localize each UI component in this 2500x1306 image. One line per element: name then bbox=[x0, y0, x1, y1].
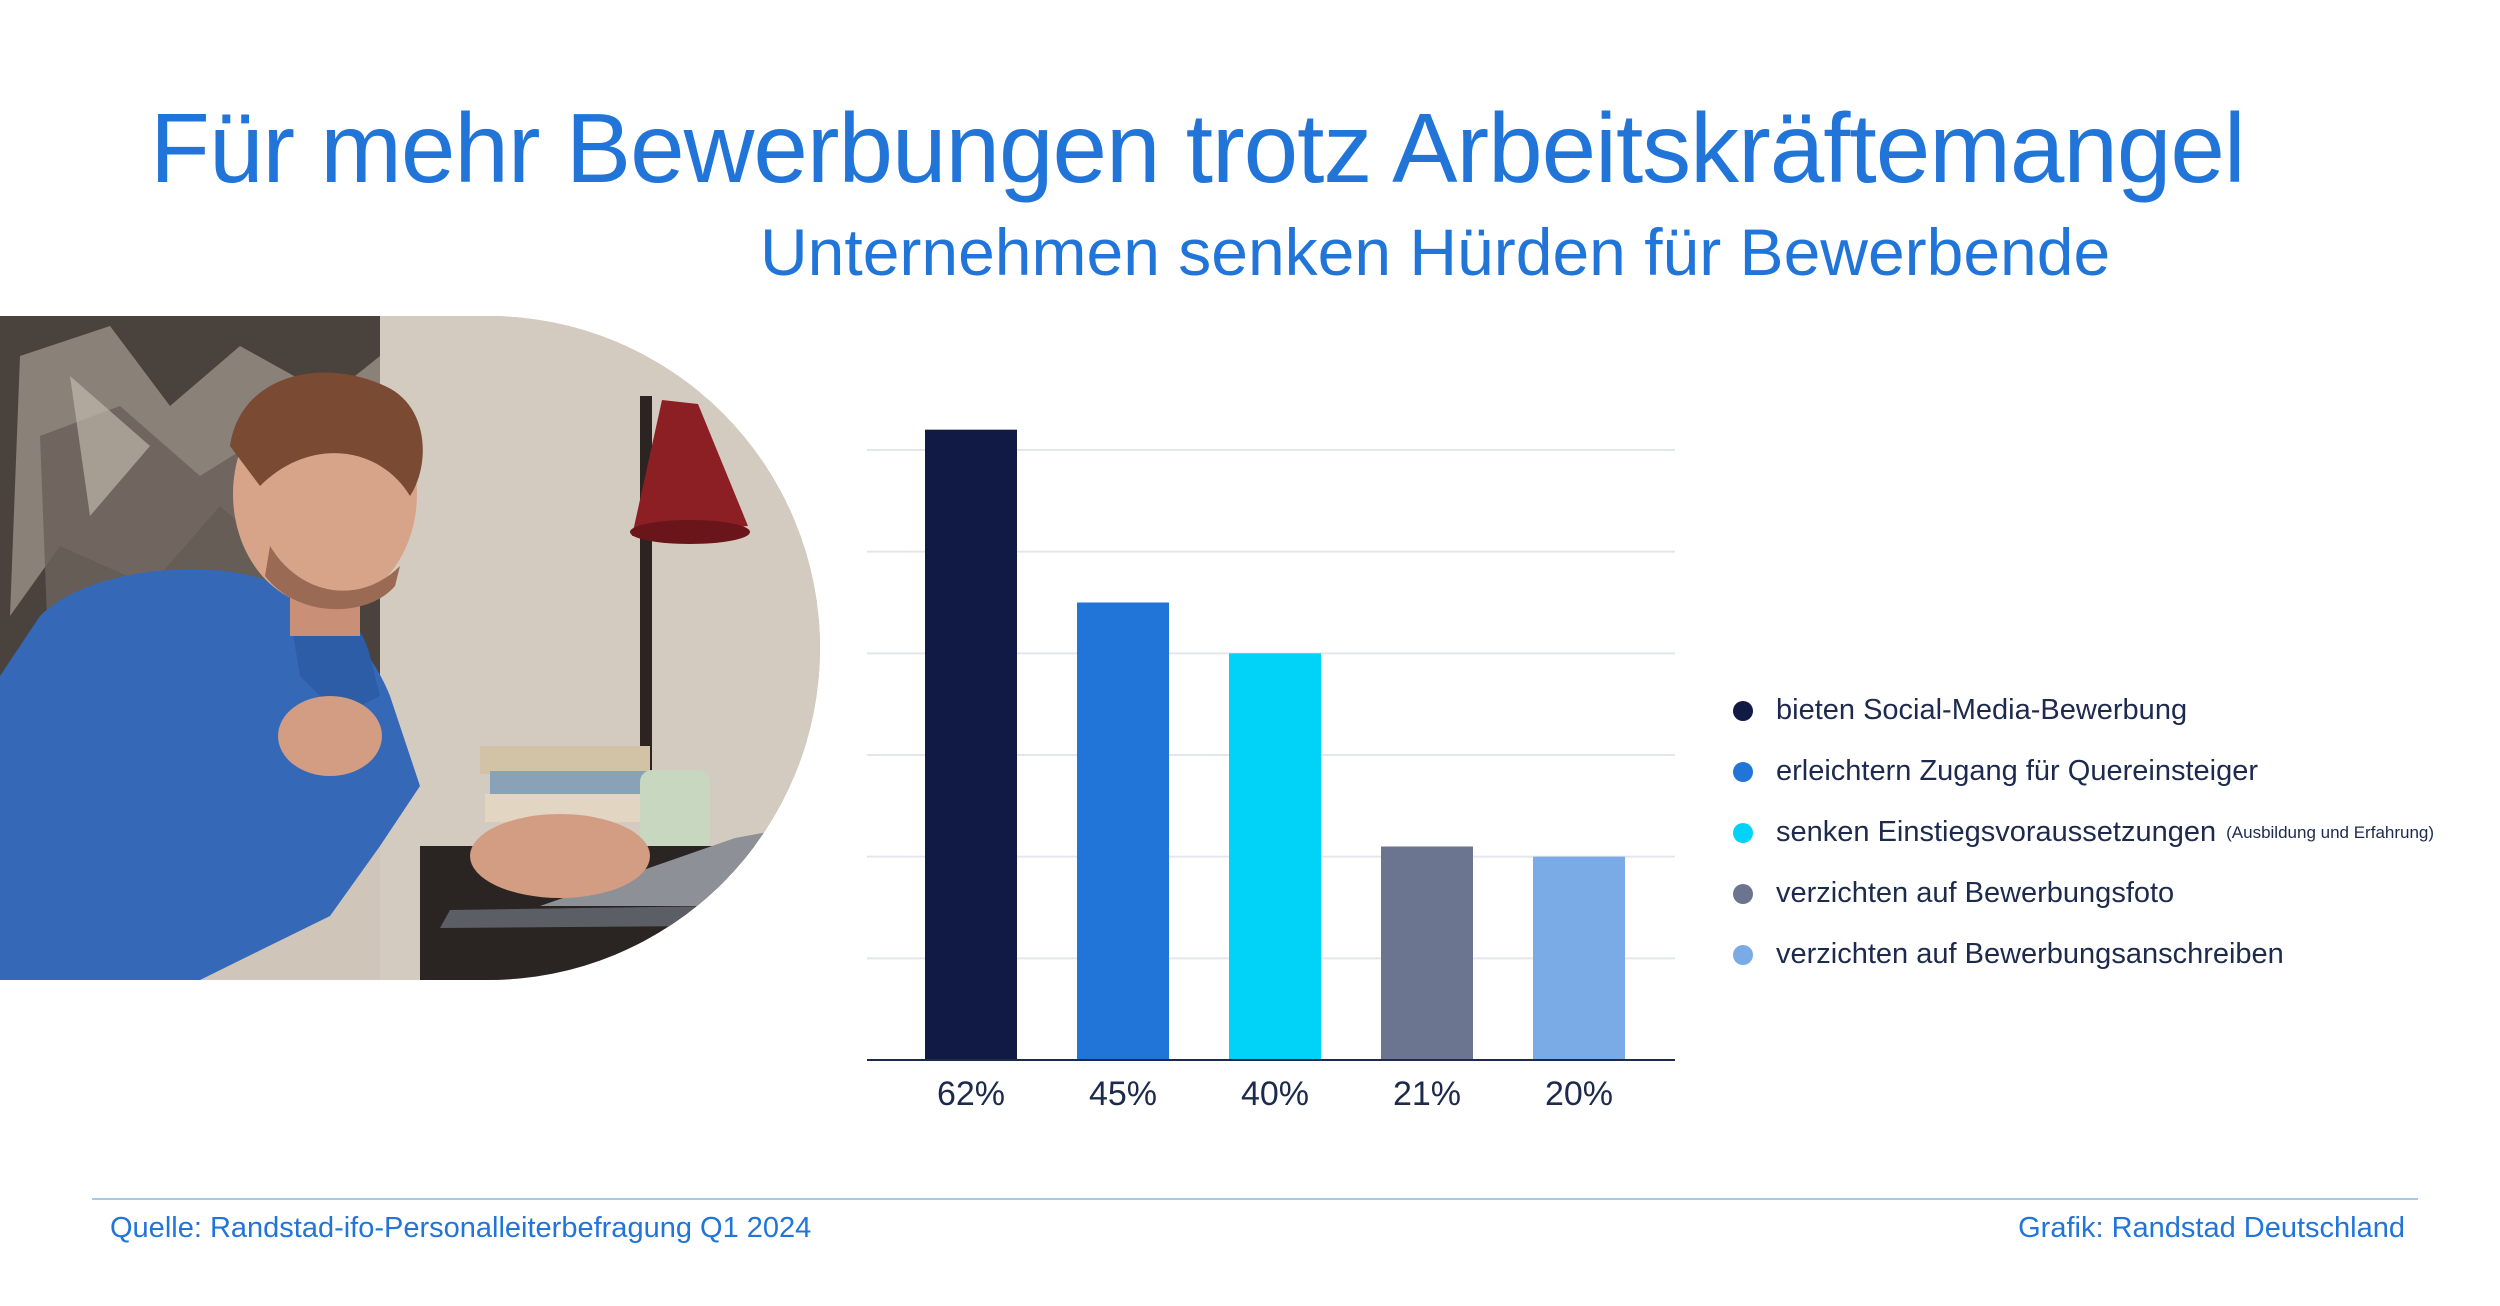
legend-note: (Ausbildung und Erfahrung) bbox=[2226, 822, 2435, 842]
legend-label: verzichten auf Bewerbungsanschreiben bbox=[1776, 938, 2284, 970]
bar bbox=[1533, 856, 1625, 1060]
bar bbox=[1229, 653, 1321, 1060]
chart-title: Für mehr Bewerbungen trotz Arbeitskräfte… bbox=[150, 93, 2246, 203]
legend-item: verzichten auf Bewerbungsanschreiben bbox=[1733, 924, 2434, 985]
legend-label: senken Einstiegsvoraussetzungen bbox=[1776, 816, 2217, 848]
bar-value-label: 20% bbox=[1545, 1075, 1613, 1113]
legend-item: bieten Social-Media-Bewerbung bbox=[1733, 680, 2434, 741]
legend: bieten Social-Media-Bewerbung erleichter… bbox=[1733, 680, 2434, 985]
bar-value-label: 21% bbox=[1393, 1075, 1461, 1113]
credit-note: Grafik: Randstad Deutschland bbox=[2018, 1212, 2405, 1244]
bar-chart: 62% 45% 40% 21% 20% bbox=[867, 429, 1675, 1113]
bars bbox=[925, 429, 1625, 1061]
legend-item: senken Einstiegsvoraussetzungen (Ausbild… bbox=[1733, 802, 2434, 863]
legend-label: bieten Social-Media-Bewerbung bbox=[1776, 694, 2188, 726]
legend-swatch bbox=[1733, 944, 1753, 965]
value-labels: 62% 45% 40% 21% 20% bbox=[937, 1075, 1613, 1113]
legend-label: erleichtern Zugang für Quereinsteiger bbox=[1776, 755, 2258, 787]
bar-value-label: 40% bbox=[1241, 1075, 1309, 1113]
legend-swatch bbox=[1733, 700, 1753, 721]
bar bbox=[925, 429, 1017, 1061]
chart-subtitle: Unternehmen senken Hürden für Bewerbende bbox=[760, 215, 2111, 289]
legend-item: erleichtern Zugang für Quereinsteiger bbox=[1733, 741, 2434, 802]
photo-man-at-laptop bbox=[0, 316, 820, 980]
legend-label: verzichten auf Bewerbungsfoto bbox=[1776, 877, 2175, 909]
bar-value-label: 45% bbox=[1089, 1075, 1157, 1113]
source-note: Quelle: Randstad-ifo-Personalleiterbefra… bbox=[110, 1212, 812, 1244]
bar bbox=[1077, 602, 1169, 1060]
bar bbox=[1381, 846, 1473, 1060]
legend-swatch bbox=[1733, 822, 1753, 843]
footer-divider bbox=[92, 1198, 2418, 1200]
legend-swatch bbox=[1733, 761, 1753, 782]
legend-item: verzichten auf Bewerbungsfoto bbox=[1733, 863, 2434, 924]
bar-value-label: 62% bbox=[937, 1075, 1005, 1113]
photo-illustration bbox=[0, 316, 820, 980]
legend-swatch bbox=[1733, 883, 1753, 904]
